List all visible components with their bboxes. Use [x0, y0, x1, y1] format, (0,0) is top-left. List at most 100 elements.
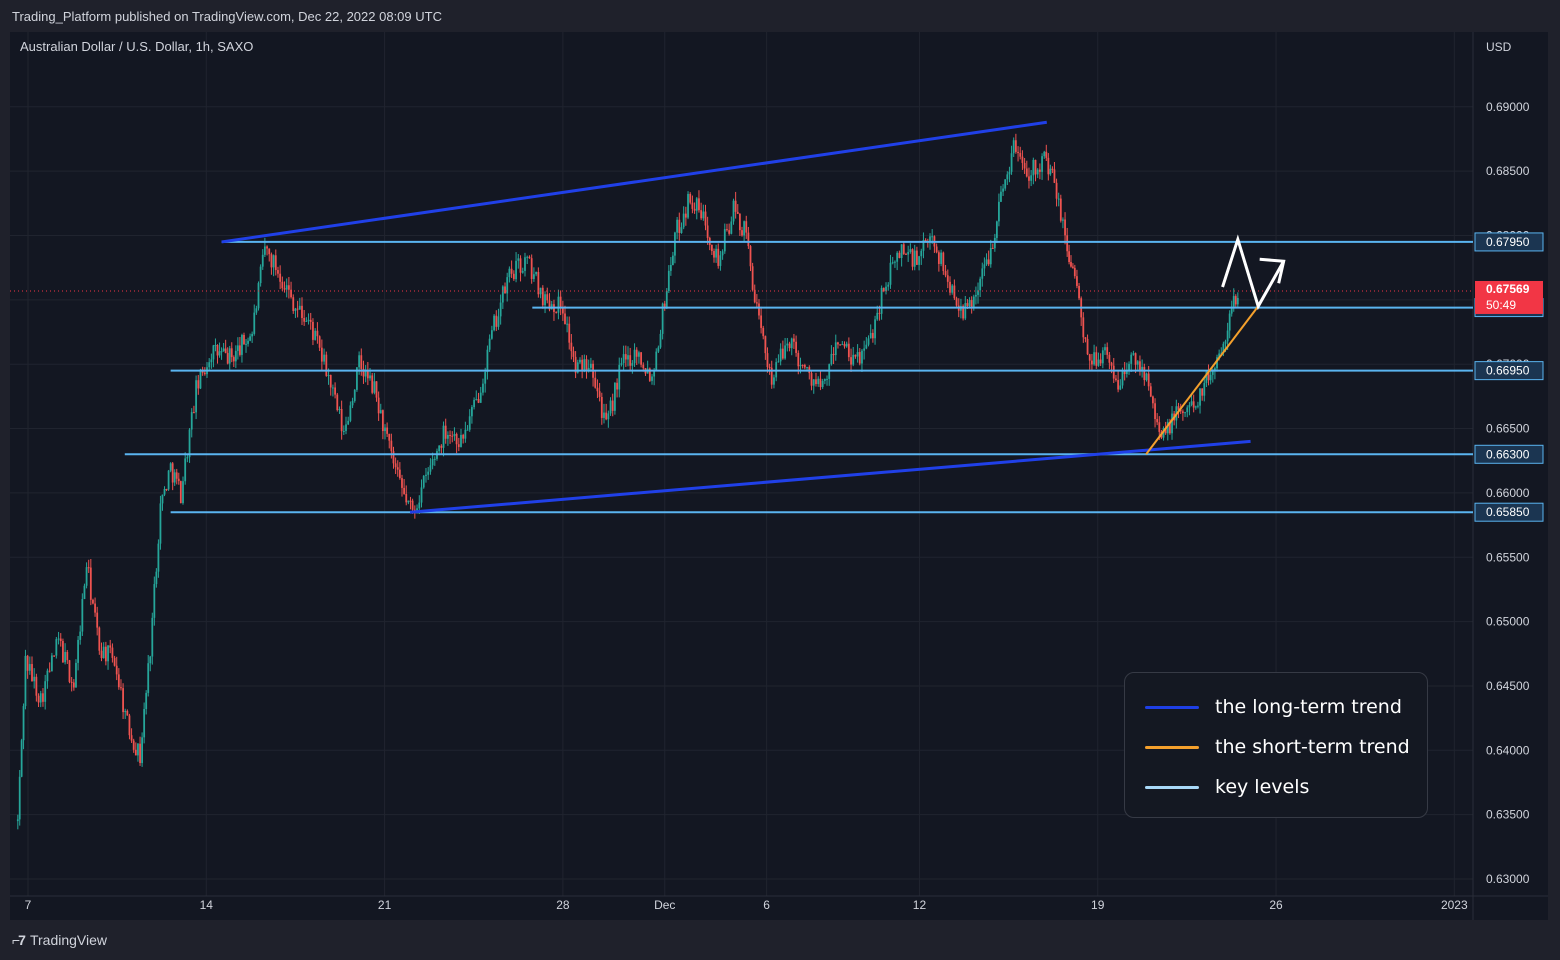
candle-body — [922, 239, 925, 251]
candle-body — [803, 364, 806, 368]
candle-body — [907, 251, 910, 255]
candle-body — [638, 352, 640, 357]
candle-body — [611, 400, 614, 411]
candle-body — [762, 327, 765, 337]
candle-body — [126, 710, 129, 716]
candle-body — [20, 740, 23, 777]
candle-body — [1205, 371, 1208, 384]
candle-body — [519, 258, 522, 273]
candle-body — [830, 353, 833, 365]
candle-body — [1064, 219, 1066, 236]
candle-body — [837, 342, 839, 345]
candle-body — [230, 348, 233, 358]
candle-body — [1186, 407, 1189, 413]
candle-body — [303, 317, 306, 322]
candle-body — [72, 682, 75, 688]
candle-body — [1095, 352, 1098, 366]
candle-body — [155, 571, 158, 585]
candle-body — [214, 345, 217, 347]
candle-body — [329, 375, 332, 388]
candle-body — [770, 367, 773, 385]
price-chart[interactable]: Australian Dollar / U.S. Dollar, 1h, SAX… — [10, 32, 1548, 920]
candle-body — [411, 500, 414, 510]
candle-body — [555, 311, 558, 313]
candle-body — [653, 370, 656, 377]
tradingview-brand[interactable]: ⌐7 TradingView — [12, 932, 107, 948]
candle-body — [1117, 380, 1120, 390]
candle-body — [186, 457, 189, 459]
candle-body — [179, 481, 182, 504]
candle-body — [678, 219, 681, 233]
candle-body — [345, 424, 347, 431]
candle-body — [26, 655, 29, 671]
candle-body — [861, 350, 863, 364]
candle-body — [218, 351, 221, 356]
candle-body — [362, 368, 365, 377]
candle-body — [1149, 386, 1152, 397]
candle-body — [663, 303, 666, 309]
candle-body — [863, 348, 866, 351]
candle-body — [1066, 235, 1069, 252]
candle-body — [371, 375, 374, 393]
candle-body — [546, 294, 549, 301]
candle-body — [768, 366, 771, 368]
candle-body — [532, 274, 535, 279]
candle-body — [1091, 360, 1093, 365]
candle-body — [539, 287, 542, 295]
candle-body — [687, 193, 689, 218]
candle-body — [79, 631, 82, 640]
candle-body — [53, 655, 56, 657]
candle-body — [665, 291, 668, 309]
candle-body — [795, 341, 798, 353]
candle-body — [998, 201, 1000, 222]
candle-body — [1002, 188, 1004, 192]
candle-body — [937, 252, 940, 264]
candle-body — [401, 478, 403, 488]
chart-panel[interactable]: Australian Dollar / U.S. Dollar, 1h, SAX… — [10, 32, 1548, 920]
candle-body — [167, 470, 170, 490]
candle-body — [245, 343, 247, 345]
candle-body — [484, 372, 487, 384]
candle-body — [721, 251, 724, 256]
candle-body — [682, 213, 685, 228]
candle-body — [351, 400, 354, 406]
candle-body — [1010, 153, 1013, 172]
candle-body — [506, 277, 509, 294]
candle-body — [48, 670, 51, 672]
candle-body — [530, 258, 533, 279]
candle-body — [743, 221, 746, 236]
candle-body — [442, 425, 445, 448]
candle-body — [1177, 406, 1180, 410]
candle-body — [764, 336, 767, 354]
candle-body — [1057, 198, 1060, 200]
candle-body — [336, 394, 339, 411]
legend-item-long-term: the long-term trend — [1145, 695, 1402, 719]
candle-body — [1101, 350, 1104, 364]
key-level-tag — [1474, 502, 1544, 522]
candle-body — [473, 399, 475, 408]
candle-body — [340, 409, 343, 432]
candle-body — [182, 481, 184, 504]
candle-body — [931, 236, 934, 238]
candle-body — [812, 379, 815, 386]
candle-body — [561, 307, 564, 314]
candle-body — [1164, 427, 1167, 434]
candle-body — [96, 612, 99, 628]
candle-body — [841, 344, 844, 346]
candle-body — [104, 646, 107, 662]
candle-body — [243, 334, 245, 345]
candle-body — [1051, 168, 1054, 170]
x-tick-label: Dec — [654, 898, 675, 912]
candle-body — [407, 500, 410, 503]
candle-body — [307, 319, 310, 321]
candle-body — [995, 221, 998, 238]
candle-body — [446, 434, 449, 439]
candle-body — [420, 487, 423, 503]
candle-body — [268, 248, 271, 255]
candle-body — [935, 246, 938, 253]
candle-body — [655, 351, 658, 371]
candle-body — [360, 355, 363, 369]
candle-body — [396, 467, 399, 470]
tradingview-logo-icon: ⌐7 — [12, 932, 26, 948]
candle-body — [392, 451, 395, 464]
